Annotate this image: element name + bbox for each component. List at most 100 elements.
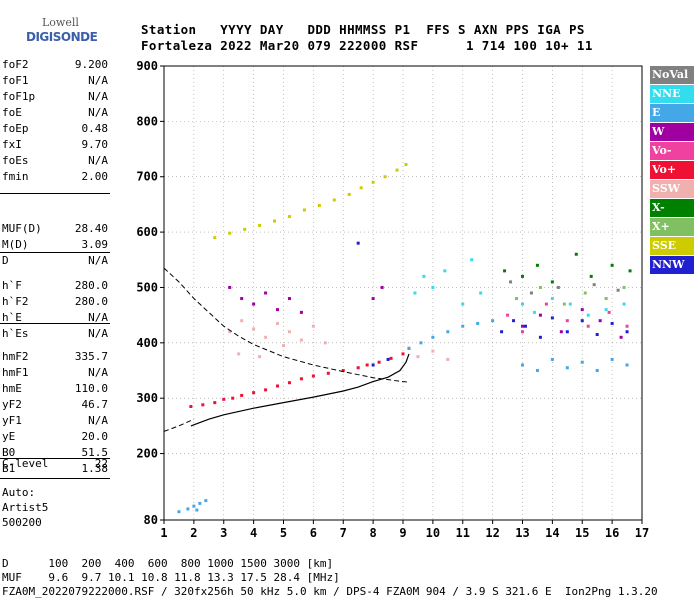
echo-point-w (380, 285, 384, 289)
echo-point-nnw (512, 319, 516, 323)
echo-point-sse (371, 180, 375, 184)
echo-point-noval (529, 291, 533, 295)
echo-point-vo (287, 381, 291, 385)
param-label: foF1p (2, 90, 36, 103)
y-tick-label: 400 (136, 336, 158, 350)
x-tick-label: 13 (515, 526, 529, 540)
echo-point-sse (404, 163, 408, 167)
param-row-yf1: yF1 N/A (2, 414, 108, 428)
echo-point-e (491, 319, 495, 323)
echo-point-nne (521, 302, 524, 306)
footer-distance-line: D 100 200 400 600 800 1000 1500 3000 [km… (2, 557, 334, 570)
echo-point-vo (326, 371, 330, 375)
param-label: foF2 (2, 58, 29, 71)
echo-point-e (565, 366, 569, 370)
param-label: B1 (2, 462, 16, 475)
legend-item-ssw: SSW (650, 180, 694, 198)
param-row-hes: h`Es N/A (2, 327, 108, 341)
param-value: N/A (88, 90, 108, 103)
echo-point-w (598, 319, 602, 323)
legend-item-e: E (650, 104, 694, 122)
y-tick-label: 200 (136, 447, 158, 461)
profile-curve-dashed (163, 267, 410, 383)
param-value: 46.7 (81, 398, 109, 411)
echo-point-ssw (431, 349, 435, 353)
param-label: h`E (2, 311, 22, 324)
echo-point-nne (422, 274, 426, 278)
echo-point-nne (443, 269, 447, 273)
param-value: N/A (88, 327, 108, 340)
echo-point-sse (395, 168, 399, 172)
echo-point-nnw (565, 330, 569, 334)
legend-item-x: X+ (650, 218, 694, 236)
echo-point-ssw (237, 352, 241, 356)
echo-point-sse (332, 198, 336, 202)
param-value: 9.70 (81, 138, 109, 151)
echo-point-nnw (500, 330, 504, 334)
echo-point-sse (258, 223, 262, 227)
x-tick-label: 16 (605, 526, 619, 540)
y-tick-label: 300 (136, 391, 158, 405)
param-row-b0: B0 51.5 (2, 446, 108, 460)
trace-curve-solid (190, 353, 410, 427)
echo-point-w (276, 308, 280, 312)
x-tick-label: 14 (545, 526, 559, 540)
legend-item-sse: SSE (650, 237, 694, 255)
echo-point-e (407, 346, 411, 350)
echo-point-vo (276, 384, 280, 388)
echo-point-e (419, 341, 423, 345)
echo-point-ssw (416, 355, 420, 359)
echo-point-x (503, 269, 507, 273)
param-value: 280.0 (74, 279, 108, 292)
echo-point-x (538, 285, 542, 289)
x-tick-label: 17 (635, 526, 649, 540)
autoscaling-line2: Artist5 (2, 501, 49, 514)
param-label: fmin (2, 170, 29, 183)
y-tick-label: 800 (136, 114, 158, 128)
param-row-foe: foE N/A (2, 106, 108, 120)
echo-point-nne (461, 302, 465, 306)
param-row-fxi: fxI 9.70 (2, 138, 108, 152)
echo-point-ssw (276, 321, 280, 325)
param-value: 110.0 (74, 382, 108, 395)
echo-point-x (574, 252, 578, 256)
param-separator (0, 458, 110, 459)
x-tick-label: 12 (485, 526, 499, 540)
echo-point-e (431, 335, 435, 339)
echo-point-sse (359, 186, 363, 190)
echo-point-ssw (446, 357, 450, 361)
echo-point-low-cluster (195, 508, 199, 512)
y-tick-label: 700 (136, 170, 158, 184)
param-value: N/A (88, 106, 108, 119)
echo-point-ssw (228, 330, 232, 334)
echo-point-noval (556, 285, 560, 289)
echo-point-x (604, 297, 608, 301)
echo-point-vo (231, 396, 235, 400)
echo-point-nnw (595, 333, 599, 337)
echo-point-nne (550, 297, 554, 301)
param-separator (0, 193, 110, 194)
echo-point-sse (273, 219, 277, 223)
echo-point-noval (509, 280, 513, 284)
echo-point-w (538, 313, 542, 317)
echo-point-low-cluster (177, 510, 181, 514)
param-row-md: M(D) 3.09 (2, 238, 108, 252)
param-label: C-level (2, 457, 49, 470)
echo-point-vo (341, 369, 345, 373)
param-label: foE (2, 106, 22, 119)
param-row-foes: foEs N/A (2, 154, 108, 168)
footer-muf-line: MUF 9.6 9.7 10.1 10.8 11.8 13.3 17.5 28.… (2, 571, 340, 584)
legend-item-x: X- (650, 199, 694, 217)
x-tick-label: 3 (220, 526, 227, 540)
echo-point-e (580, 360, 584, 364)
echo-point-w (371, 297, 375, 301)
param-value: 2.00 (81, 170, 109, 183)
param-value: 51.5 (81, 446, 109, 459)
x-tick-label: 7 (340, 526, 347, 540)
station-header-values: Fortaleza 2022 Mar20 079 222000 RSF 1 71… (141, 38, 593, 53)
echo-point-vo (201, 403, 205, 407)
legend-item-nne: NNE (650, 85, 694, 103)
echo-point-e (625, 363, 629, 367)
legend-item-noval: NoVal (650, 66, 694, 84)
param-row-clevel: C-level 22 (2, 457, 108, 471)
